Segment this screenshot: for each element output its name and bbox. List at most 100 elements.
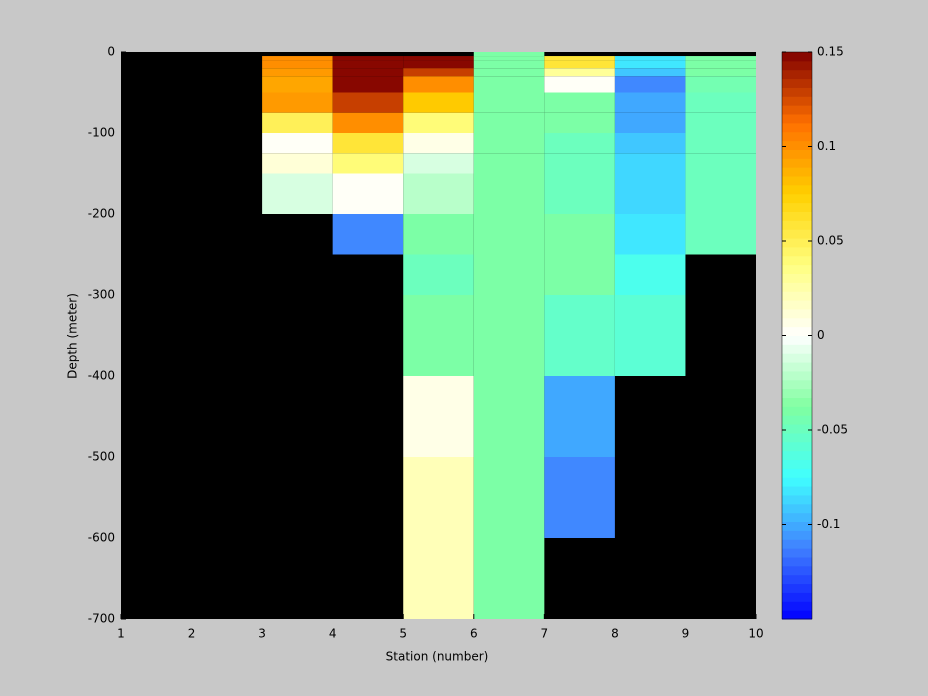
x-tick-label: 3 xyxy=(258,627,266,641)
colorbar-swatch xyxy=(782,211,812,221)
heatmap-cell xyxy=(403,92,474,113)
heatmap-cell xyxy=(685,153,756,174)
heatmap-cell xyxy=(473,92,545,113)
colorbar-swatch xyxy=(782,69,812,80)
heatmap-cell xyxy=(473,457,545,538)
colorbar-swatch xyxy=(782,583,812,593)
x-tick-label: 10 xyxy=(748,627,763,641)
heatmap-cell xyxy=(473,173,545,214)
colorbar-swatch xyxy=(782,326,812,336)
heatmap-cell xyxy=(473,76,545,93)
heatmap-cell xyxy=(403,457,474,538)
heatmap-cell xyxy=(403,214,474,255)
heatmap-cell xyxy=(473,133,545,154)
colorbar-swatch xyxy=(782,494,812,505)
y-axis-label: Depth (meter) xyxy=(66,293,80,379)
y-tick-label: -600 xyxy=(88,531,115,545)
colorbar-swatch xyxy=(782,530,812,540)
colorbar-swatch xyxy=(782,512,812,523)
heatmap-cell xyxy=(685,173,756,214)
heatmap-cell xyxy=(403,538,474,619)
heatmap-cell xyxy=(544,76,615,93)
heatmap-cell xyxy=(332,92,404,113)
heatmap-cell xyxy=(403,112,474,133)
heatmap-cell xyxy=(544,457,615,538)
colorbar-swatch xyxy=(782,415,812,425)
x-tick-label: 8 xyxy=(611,627,619,641)
colorbar-tick-label: 0.15 xyxy=(817,45,844,59)
heatmap-cell xyxy=(403,68,474,77)
colorbar-swatch xyxy=(782,176,812,186)
colorbar-swatch xyxy=(782,424,812,434)
heatmap-cell xyxy=(332,133,404,154)
heatmap-cell xyxy=(473,52,545,57)
y-tick-label: 0 xyxy=(107,45,115,59)
heatmap-cell xyxy=(473,153,545,174)
colorbar-swatch xyxy=(782,202,812,212)
colorbar-swatch xyxy=(782,122,812,133)
heatmap-cell xyxy=(544,112,615,133)
colorbar-swatch xyxy=(782,96,812,106)
heatmap-cell xyxy=(262,173,333,214)
heatmap-cell xyxy=(332,60,404,69)
heatmap-cell xyxy=(544,173,615,214)
heatmap-cell xyxy=(685,68,756,77)
colorbar-swatch xyxy=(782,167,812,177)
colorbar-tick-label: 0.1 xyxy=(817,139,836,153)
colorbar-swatch xyxy=(782,291,812,301)
colorbar-swatch xyxy=(782,255,812,266)
x-tick-label: 2 xyxy=(188,627,196,641)
x-axis-label: Station (number) xyxy=(386,650,489,664)
colorbar-swatch xyxy=(782,52,812,62)
colorbar-swatch xyxy=(782,521,812,531)
colorbar-swatch xyxy=(782,592,812,602)
colorbar-swatch xyxy=(782,362,812,372)
colorbar-swatch xyxy=(782,459,812,469)
heatmap-cell xyxy=(262,76,333,93)
heatmap-cell xyxy=(614,60,686,69)
heatmap-cell xyxy=(473,214,545,255)
heatmap-cell xyxy=(614,173,686,214)
colorbar-tick-label: -0.05 xyxy=(817,423,848,437)
heatmap-cell xyxy=(473,538,545,619)
heatmap-cell xyxy=(332,153,404,174)
y-tick-label: -700 xyxy=(88,612,115,626)
colorbar-swatch xyxy=(782,220,812,230)
heatmap-cell xyxy=(403,254,474,295)
heatmap-cell xyxy=(544,60,615,69)
heatmap-cell xyxy=(473,68,545,77)
heatmap-cell xyxy=(544,214,615,255)
heatmap-cell xyxy=(685,60,756,69)
heatmap-cell xyxy=(473,56,545,61)
colorbar-swatch xyxy=(782,131,812,142)
colorbar-swatch xyxy=(782,503,812,514)
heatmap-cell xyxy=(473,376,545,457)
colorbar-swatch xyxy=(782,78,812,88)
heatmap-cell xyxy=(403,173,474,214)
heatmap-cell xyxy=(544,376,615,457)
colorbar-swatch xyxy=(782,432,812,443)
heatmap-cell xyxy=(685,112,756,133)
colorbar-tick-label: -0.1 xyxy=(817,517,840,531)
x-tick-label: 5 xyxy=(399,627,407,641)
heatmap-cell xyxy=(332,56,404,61)
colorbar-tick-label: 0.05 xyxy=(817,234,844,248)
heatmap-cell xyxy=(403,60,474,69)
colorbar-swatch xyxy=(782,238,812,248)
colorbar-swatch xyxy=(782,105,812,115)
colorbar-swatch xyxy=(782,601,812,611)
colorbar-swatch xyxy=(782,574,812,585)
heatmap-cell xyxy=(332,76,404,93)
colorbar-swatch xyxy=(782,468,812,478)
colorbar-swatch xyxy=(782,344,812,354)
heatmap-cell xyxy=(262,68,333,77)
colorbar-swatch xyxy=(782,353,812,363)
heatmap-cell xyxy=(544,92,615,113)
y-tick-label: -500 xyxy=(88,450,115,464)
colorbar-swatch xyxy=(782,229,812,239)
heatmap-cell xyxy=(332,68,404,77)
colorbar-swatch xyxy=(782,158,812,168)
colorbar-swatch xyxy=(782,246,812,257)
colorbar-swatch xyxy=(782,477,812,487)
heatmap-cell xyxy=(403,153,474,174)
